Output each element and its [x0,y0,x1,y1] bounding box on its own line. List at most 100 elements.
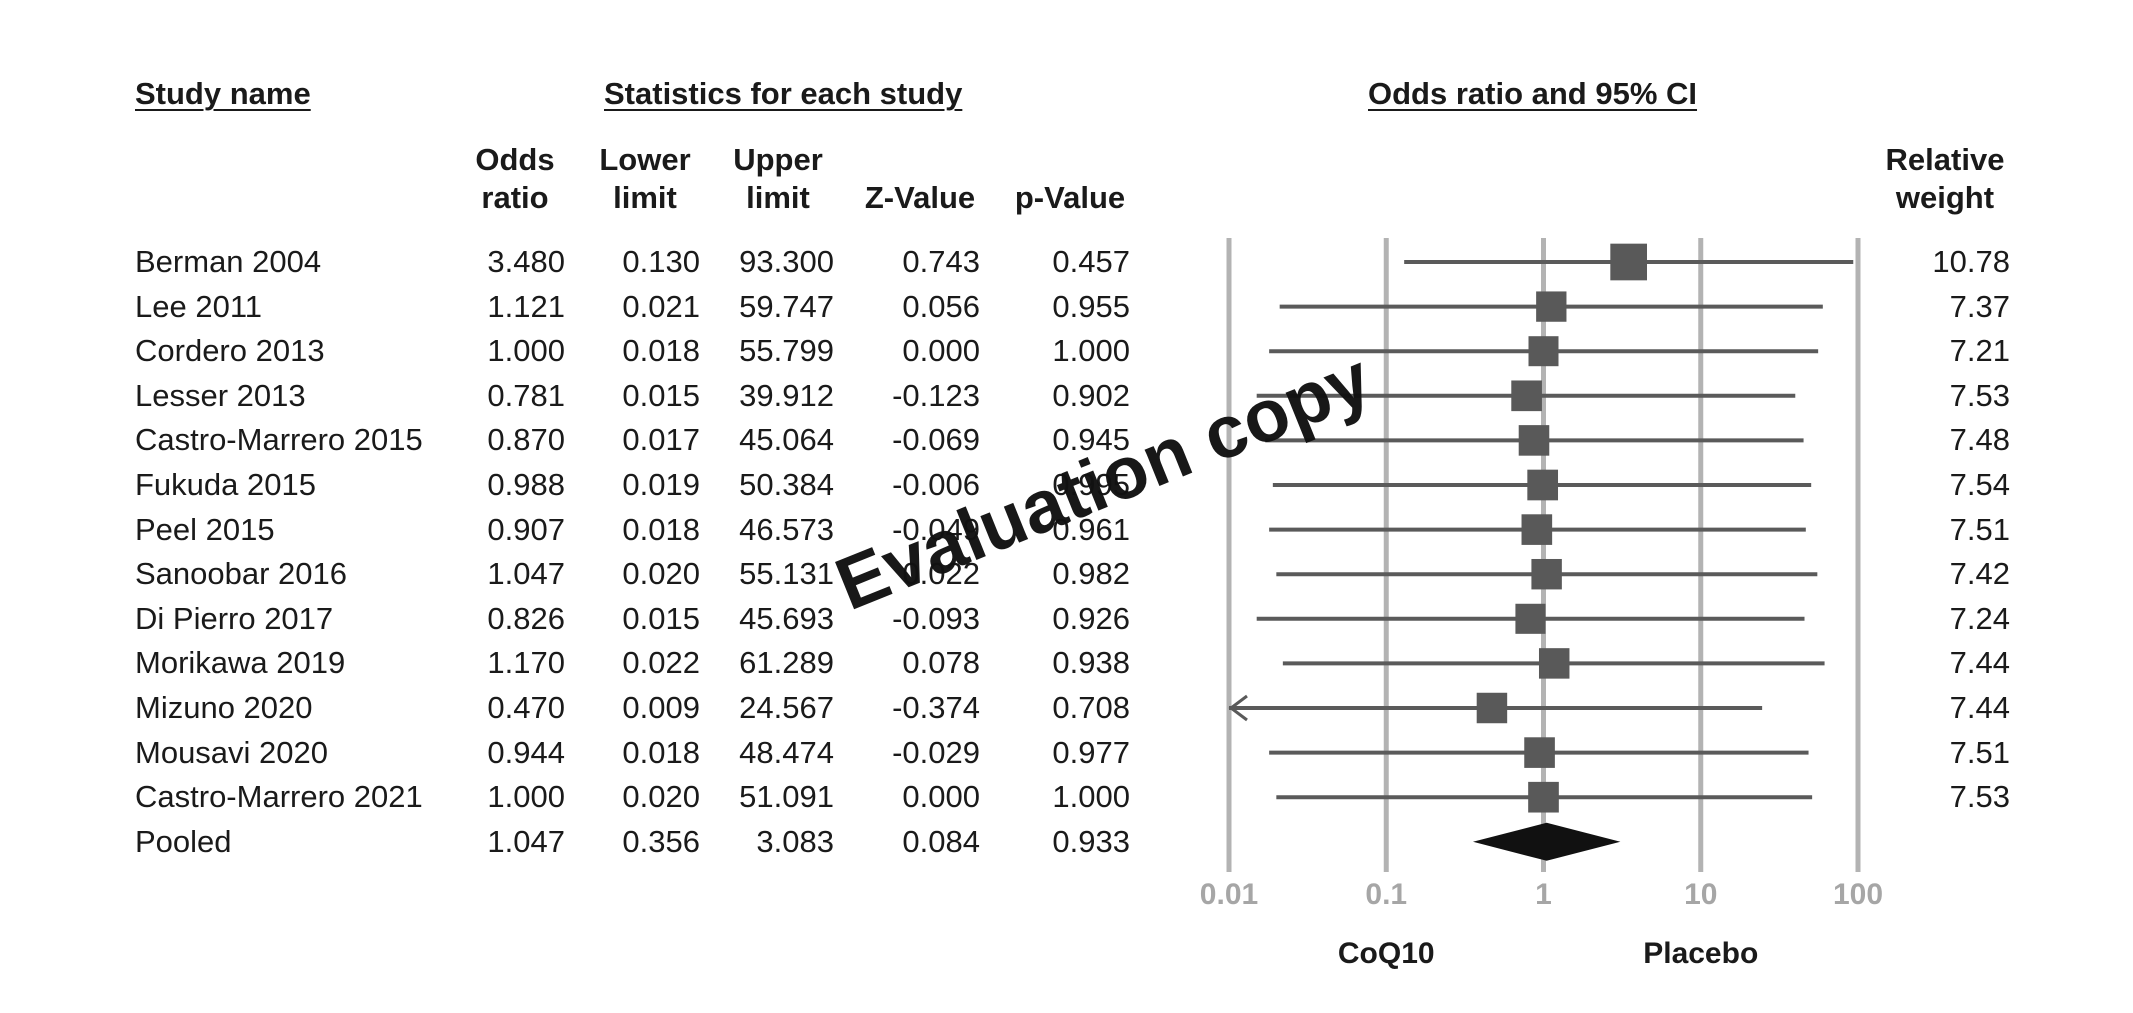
x-tick-label: 100 [1833,878,1883,911]
upper-limit-cell: 59.747 [739,288,834,324]
upper-limit-cell: 39.912 [739,377,834,413]
relative-weight-cell: 7.24 [1949,600,2010,636]
upper-limit-cell: 46.573 [739,511,834,547]
study-name-cell: Morikawa 2019 [135,645,346,681]
p-value-cell: 0.457 [1052,244,1130,279]
odds-ratio-cell: 1.170 [487,645,565,681]
study-name-cell: Peel 2015 [135,511,275,547]
study-name-cell: Fukuda 2015 [135,467,316,502]
upper-limit-cell: 51.091 [739,779,834,815]
relative-weight-cell: 7.54 [1949,467,2010,502]
odds-ratio-cell: 3.480 [487,244,565,279]
study-marker [1538,648,1570,679]
upper-limit-cell: 93.300 [739,244,834,279]
odds-ratio-cell: 0.870 [487,422,565,458]
study-marker [1528,781,1559,813]
p-value-column-header: p-Value [1014,180,1126,215]
relative-weight-cell: 7.53 [1949,779,2010,815]
z-value-cell: -0.069 [892,422,980,458]
upper-limit-cell: 55.131 [739,556,834,592]
p-value-cell: 0.955 [1052,288,1130,324]
z-value-cell: -0.093 [892,600,980,636]
p-value-cell: 0.977 [1052,734,1130,770]
relative-weight-cell: 7.37 [1949,288,2010,324]
lower-limit-cell: 0.020 [622,556,700,592]
odds-ratio-cell: 0.470 [487,690,565,725]
z-value-cell: -0.374 [892,690,980,725]
x-tick-label: 1 [1535,878,1552,911]
lower-limit-cell: 0.018 [622,734,700,770]
upper-limit-cell: 61.289 [739,645,834,681]
z-value-cell: 0.056 [902,288,980,324]
lower-limit-cell: 0.020 [622,779,700,815]
p-value-cell: 0.926 [1052,600,1130,636]
p-value-cell: 0.995 [1052,467,1130,502]
x-label-left: CoQ10 [1338,937,1435,970]
relative-weight-cell: 7.48 [1949,422,2010,458]
relative-weight-cell: 7.53 [1949,377,2010,413]
odds-ratio-cell: 0.988 [487,467,565,502]
relative-weight-column-header: Relative weight [1885,142,2005,215]
z-value-cell: -0.029 [892,734,980,770]
lower-limit-cell: 0.009 [622,690,700,725]
p-value-cell: 0.961 [1052,511,1130,547]
study-name-cell: Mizuno 2020 [135,690,313,725]
z-value-cell: 0.000 [902,779,980,815]
odds-ratio-cell: 0.944 [487,734,565,770]
lower-limit-cell: 0.018 [622,511,700,547]
upper-limit-cell: 55.799 [739,333,834,369]
study-name-cell: Lesser 2013 [135,377,306,413]
statistics-header: Statistics for each study [604,76,963,111]
p-value-cell: 0.708 [1052,690,1130,725]
upper-limit-cell: 48.474 [739,734,834,770]
ci-arrow [1228,694,1248,722]
z-value-cell: 0.022 [902,556,980,592]
upper-limit-column-header: Upper limit [733,142,823,215]
relative-weight-cell: 10.78 [1932,244,2010,279]
x-tick-label: 0.1 [1365,878,1407,911]
upper-limit-cell: 24.567 [739,690,834,725]
study-name-cell: Pooled [135,823,232,859]
z-value-cell: -0.049 [892,511,980,547]
odds-ratio-cell: 1.121 [487,288,565,324]
lower-limit-cell: 0.017 [622,422,700,458]
study-marker [1610,243,1648,281]
odds-ratio-cell: 1.000 [487,333,565,369]
x-tick-label: 0.01 [1200,878,1258,911]
p-value-cell: 0.945 [1052,422,1130,458]
study-name-cell: Sanoobar 2016 [135,556,348,592]
study-name-cell: Castro-Marrero 2015 [135,422,423,458]
z-value-cell: 0.000 [902,333,980,369]
plot-header: Odds ratio and 95% CI [1368,76,1698,111]
study-marker [1527,469,1559,501]
odds-ratio-column-header: Odds ratio [475,142,555,215]
odds-ratio-cell: 1.047 [487,823,565,859]
z-value-cell: 0.078 [902,645,980,681]
lower-limit-cell: 0.015 [622,377,700,413]
lower-limit-cell: 0.019 [622,467,700,502]
study-name-cell: Cordero 2013 [135,333,325,369]
study-name-cell: Castro-Marrero 2021 [135,779,423,815]
z-value-cell: 0.743 [902,244,980,279]
upper-limit-cell: 45.693 [739,600,834,636]
x-tick-label: 10 [1684,878,1717,911]
odds-ratio-cell: 1.047 [487,556,565,592]
study-marker [1476,692,1508,724]
odds-ratio-cell: 0.781 [487,377,565,413]
upper-limit-cell: 50.384 [739,467,834,502]
study-name-cell: Mousavi 2020 [135,734,329,770]
study-marker [1521,514,1553,545]
relative-weight-cell: 7.44 [1949,690,2010,725]
lower-limit-column-header: Lower limit [599,142,691,215]
p-value-cell: 1.000 [1052,779,1130,815]
x-label-right: Placebo [1643,937,1758,970]
p-value-cell: 0.902 [1052,377,1130,413]
study-marker [1531,558,1562,590]
study-marker [1511,380,1542,412]
relative-weight-cell: 7.42 [1949,556,2010,592]
z-value-cell: -0.006 [892,467,980,502]
p-value-cell: 0.933 [1052,823,1130,859]
z-value-column-header: Z-Value [864,180,976,215]
p-value-cell: 1.000 [1052,333,1130,369]
